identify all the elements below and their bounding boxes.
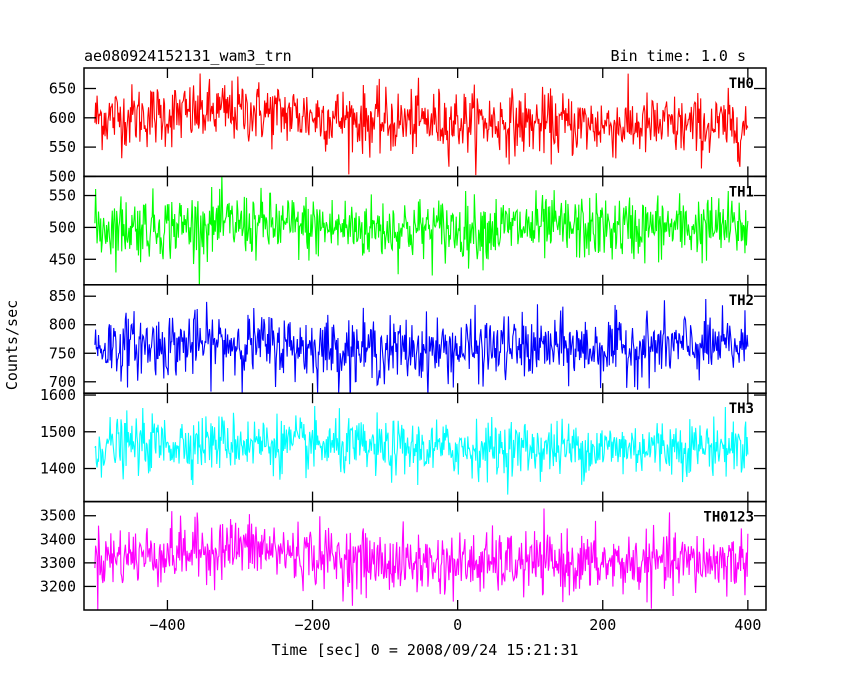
y-tick-label: 800 bbox=[49, 316, 76, 334]
y-tick-label: 1500 bbox=[40, 423, 76, 441]
panel-th3: 1400 1500 1600 TH3 bbox=[40, 386, 767, 503]
y-axis-title: Counts/sec bbox=[3, 300, 21, 390]
panels-group: 500 550 600 650 TH0 450 500 550 TH1 700 750 800 850 T… bbox=[40, 67, 767, 611]
y-tick-label: 3400 bbox=[40, 530, 76, 548]
x-axis-title: Time [sec] 0 = 2008/09/24 15:21:31 bbox=[271, 641, 578, 659]
bin-time-label: Bin time: 1.0 s bbox=[611, 47, 746, 65]
series-line-th1 bbox=[94, 176, 749, 285]
panel-label-th0123: TH0123 bbox=[703, 510, 754, 526]
y-tick-label: 550 bbox=[49, 187, 76, 205]
y-tick-label: 500 bbox=[49, 167, 76, 185]
panel-frame bbox=[83, 67, 767, 178]
y-tick-label: 1400 bbox=[40, 460, 76, 478]
x-tick-label: −200 bbox=[294, 616, 330, 634]
panel-th0: 500 550 600 650 TH0 bbox=[49, 67, 767, 185]
y-tick-label: 750 bbox=[49, 344, 76, 362]
y-tick-label: 1600 bbox=[40, 386, 76, 404]
panel-label-th0: TH0 bbox=[729, 76, 754, 92]
series-line-th0123 bbox=[94, 508, 749, 610]
y-tick-label: 450 bbox=[49, 250, 76, 268]
series-line-th3 bbox=[94, 405, 749, 495]
y-tick-label: 3300 bbox=[40, 554, 76, 572]
panel-label-th2: TH2 bbox=[729, 293, 754, 309]
panel-th1: 450 500 550 TH1 bbox=[49, 175, 767, 286]
y-tick-label: 3200 bbox=[40, 577, 76, 595]
panel-th0123: 3200 3300 3400 3500 TH0123 bbox=[40, 500, 767, 611]
series-line-th2 bbox=[94, 299, 749, 394]
panel-th2: 700 750 800 850 TH2 bbox=[49, 284, 767, 394]
x-tick-label: 400 bbox=[734, 616, 761, 634]
x-tick-label: −400 bbox=[149, 616, 185, 634]
panel-label-th3: TH3 bbox=[729, 401, 754, 417]
x-tick-label: 200 bbox=[589, 616, 616, 634]
y-tick-label: 650 bbox=[49, 80, 76, 98]
series-line-th0 bbox=[94, 73, 749, 176]
y-tick-label: 600 bbox=[49, 109, 76, 127]
y-tick-label: 3500 bbox=[40, 507, 76, 525]
panel-label-th1: TH1 bbox=[729, 184, 754, 200]
y-tick-label: 500 bbox=[49, 218, 76, 236]
y-tick-label: 550 bbox=[49, 138, 76, 156]
chart-title: ae080924152131_wam3_trn bbox=[84, 47, 292, 65]
x-tick-label: 0 bbox=[453, 616, 462, 634]
y-tick-label: 850 bbox=[49, 287, 76, 305]
y-tick-label: 700 bbox=[49, 373, 76, 391]
x-axis: −400 −200 0 200 400 bbox=[149, 616, 761, 634]
panel-frame bbox=[83, 500, 767, 611]
